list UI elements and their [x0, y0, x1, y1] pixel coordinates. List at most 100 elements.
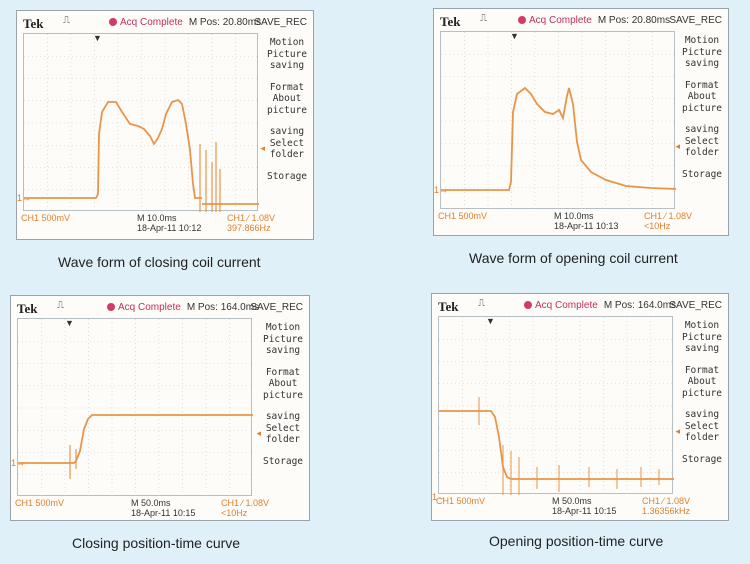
- menu-item[interactable]: Format: [265, 366, 301, 378]
- menu-item[interactable]: folder: [684, 432, 720, 443]
- scope-panel-opening-position: Tek ⎍ Acq Complete M Pos: 164.0ms SAVE_RE…: [431, 293, 729, 521]
- trigger-setting: CH1 ⁄ 1.08V: [642, 496, 691, 506]
- datetime: 18-Apr-11 10:15: [552, 506, 617, 516]
- trigger-mode-icon: ⎍: [478, 298, 485, 309]
- menu-item[interactable]: Picture: [262, 333, 304, 345]
- side-menu: Motion Picture saving Format About picture s…: [680, 35, 724, 190]
- grid: [439, 317, 674, 495]
- brand-logo: Tek: [17, 301, 38, 316]
- scope-footer: CH1 500mV M 10.0ms 18-Apr-11 10:12 CH1 ⁄…: [17, 211, 313, 241]
- menu-item[interactable]: Picture: [266, 48, 308, 60]
- mpos-readout: M Pos: 20.80ms: [597, 15, 671, 26]
- caption-opening-position: Opening position-time curve: [489, 533, 664, 549]
- acquisition-status: Acq Complete M Pos: 164.0ms: [524, 300, 676, 311]
- status-dot-icon: [524, 301, 532, 309]
- trigger-level-marker: ◂: [260, 143, 265, 153]
- menu-item[interactable]: Motion: [265, 322, 301, 333]
- waveform-trace: [24, 98, 259, 205]
- caption-closing-position: Closing position-time curve: [72, 535, 241, 551]
- menu-item[interactable]: Picture: [681, 46, 723, 58]
- trigger-position-icon: ▼: [65, 318, 74, 328]
- menu-item[interactable]: Storage: [266, 170, 308, 182]
- menu-item[interactable]: Select: [684, 135, 720, 147]
- ground-marker: 1→: [434, 185, 449, 195]
- menu-item[interactable]: picture: [681, 102, 723, 114]
- menu-item[interactable]: Select: [684, 420, 720, 432]
- menu-item[interactable]: saving: [684, 124, 720, 135]
- timebase: M 10.0ms: [137, 213, 177, 223]
- menu-item[interactable]: Storage: [262, 455, 304, 467]
- ch1-scale: CH1 500mV: [436, 496, 486, 506]
- noise-spikes: [199, 142, 221, 212]
- menu-item[interactable]: Picture: [681, 331, 723, 343]
- menu-item[interactable]: saving: [684, 343, 720, 354]
- datetime: 18-Apr-11 10:13: [554, 221, 619, 231]
- trigger-position-icon: ▼: [510, 31, 519, 41]
- menu-item[interactable]: picture: [262, 389, 304, 401]
- caption-opening-coil: Wave form of opening coil current: [469, 250, 678, 266]
- ch1-scale: CH1 500mV: [21, 213, 71, 223]
- trigger-level-marker: ◂: [675, 426, 680, 436]
- waveform-svg: [24, 34, 259, 212]
- acquisition-status: Acq Complete M Pos: 20.80ms: [518, 15, 670, 26]
- menu-item[interactable]: saving: [269, 60, 305, 71]
- menu-item[interactable]: folder: [265, 434, 301, 445]
- menu-item[interactable]: saving: [269, 126, 305, 137]
- ground-marker: 1→: [11, 458, 26, 468]
- status-dot-icon: [107, 303, 115, 311]
- frequency-readout: <10Hz: [221, 508, 248, 518]
- side-menu: Motion Picture saving Format About picture s…: [261, 322, 305, 477]
- waveform-svg: [439, 317, 674, 495]
- scope-footer: CH1 500mV M 50.0ms 18-Apr-11 10:15 CH1 ⁄…: [432, 494, 728, 524]
- trigger-setting: CH1 ⁄ 1.08V: [644, 211, 693, 221]
- menu-item[interactable]: Motion: [684, 320, 720, 331]
- ch1-scale: CH1 500mV: [15, 498, 65, 508]
- menu-item[interactable]: Motion: [269, 37, 305, 48]
- menu-item[interactable]: folder: [684, 147, 720, 158]
- menu-item[interactable]: folder: [269, 149, 305, 160]
- menu-item[interactable]: Storage: [681, 168, 723, 180]
- menu-item[interactable]: saving: [684, 58, 720, 69]
- waveform-trace: [439, 410, 674, 480]
- trigger-position-icon: ▼: [486, 316, 495, 326]
- scope-footer: CH1 500mV M 10.0ms 18-Apr-11 10:13 CH1 ⁄…: [434, 209, 728, 239]
- grid: [441, 32, 676, 210]
- brand-logo: Tek: [438, 299, 459, 314]
- grid: [18, 319, 253, 497]
- menu-item[interactable]: About: [687, 91, 717, 102]
- menu-item[interactable]: About: [272, 93, 302, 104]
- mpos-readout: M Pos: 164.0ms: [603, 300, 677, 311]
- scope-header: Tek ⎍ Acq Complete M Pos: 164.0ms SAVE_RE…: [432, 294, 728, 316]
- trigger-mode-icon: ⎍: [480, 13, 487, 24]
- menu-item[interactable]: saving: [265, 345, 301, 356]
- waveform-svg: [441, 32, 676, 210]
- save-rec-label: SAVE_REC: [669, 15, 722, 26]
- menu-item[interactable]: Motion: [684, 35, 720, 46]
- menu-item[interactable]: About: [268, 378, 298, 389]
- trigger-level-marker: ◂: [675, 141, 680, 151]
- waveform-trace: [18, 414, 253, 464]
- graticule: [440, 31, 676, 210]
- ground-marker: 1→: [17, 193, 32, 203]
- menu-item[interactable]: picture: [681, 387, 723, 399]
- scope-footer: CH1 500mV M 50.0ms 18-Apr-11 10:15 CH1 ⁄…: [11, 496, 309, 526]
- menu-item[interactable]: Select: [265, 422, 301, 434]
- menu-item[interactable]: saving: [265, 411, 301, 422]
- status-dot-icon: [518, 16, 526, 24]
- menu-item[interactable]: About: [687, 376, 717, 387]
- menu-item[interactable]: Format: [684, 79, 720, 91]
- menu-item[interactable]: picture: [266, 104, 308, 116]
- menu-item[interactable]: Storage: [681, 453, 723, 465]
- grid: [24, 34, 259, 212]
- menu-item[interactable]: Format: [684, 364, 720, 376]
- save-rec-label: SAVE_REC: [669, 300, 722, 311]
- scope-header: Tek ⎍ Acq Complete M Pos: 164.0ms SAVE_RE…: [11, 296, 309, 318]
- menu-item[interactable]: Format: [269, 81, 305, 93]
- trigger-mode-icon: ⎍: [63, 15, 70, 26]
- menu-item[interactable]: Select: [269, 137, 305, 149]
- scope-panel-closing-coil: Tek ⎍ Acq Complete M Pos: 20.80ms SAVE_RE…: [16, 10, 314, 240]
- mpos-readout: M Pos: 20.80ms: [188, 17, 262, 28]
- datetime: 18-Apr-11 10:12: [137, 223, 202, 233]
- menu-item[interactable]: saving: [684, 409, 720, 420]
- noise-spikes: [69, 445, 77, 479]
